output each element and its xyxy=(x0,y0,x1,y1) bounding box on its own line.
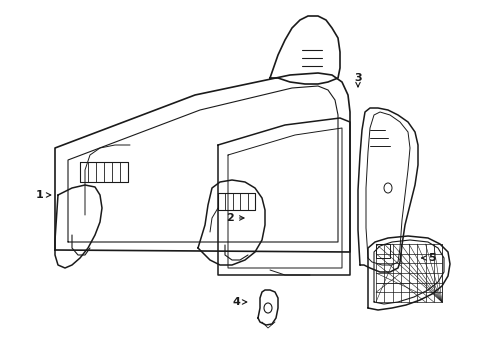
Text: 1: 1 xyxy=(36,190,51,200)
Text: 2: 2 xyxy=(226,213,244,223)
Text: 4: 4 xyxy=(232,297,247,307)
Text: 5: 5 xyxy=(422,253,436,263)
Text: 3: 3 xyxy=(354,73,362,87)
